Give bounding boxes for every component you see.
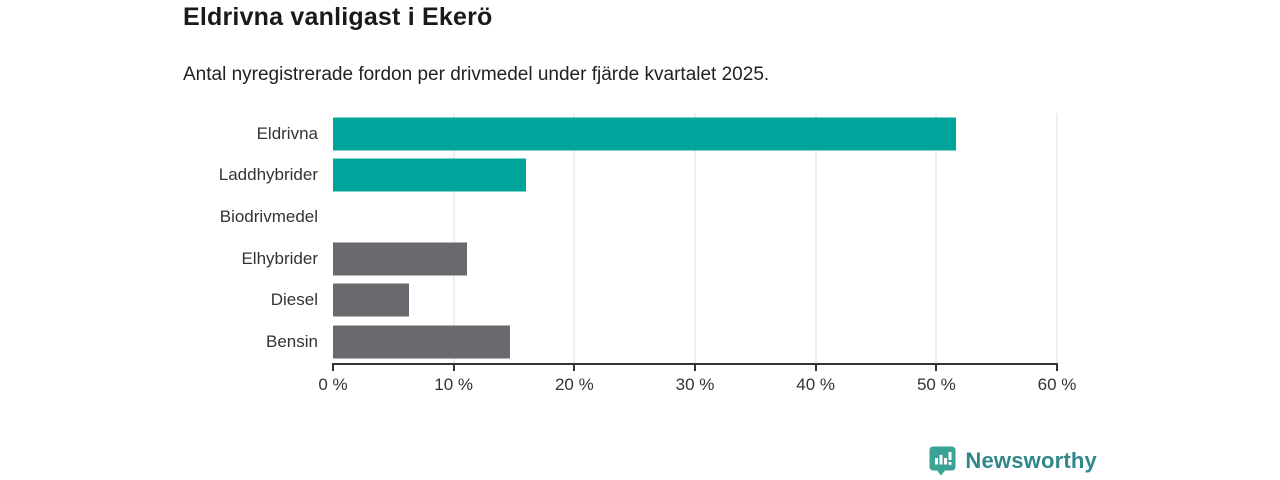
gridline [453, 113, 455, 363]
category-label: Elhybrider [241, 248, 318, 268]
gridlines [333, 113, 1058, 363]
bar-row: Elhybrider [241, 238, 1057, 280]
bar-chart: Eldrivna Laddhybrider Biodrivmedel Elhybrid… [219, 113, 1076, 394]
x-axis: 0 % 10 % 20 % 30 % 40 % 50 % 60 % [318, 113, 1076, 394]
tick-mark [694, 363, 696, 371]
bar-eldrivna [333, 117, 956, 151]
tick-label: 40 % [796, 375, 836, 394]
newsworthy-brand: Newsworthy [929, 446, 1097, 476]
tick-mark [573, 363, 576, 371]
tick-mark [814, 363, 817, 371]
bar-row: Bensin [266, 321, 1057, 363]
category-label: Bensin [266, 332, 318, 352]
brand-name: Newsworthy [965, 448, 1097, 473]
category-label: Eldrivna [256, 123, 318, 143]
gridline [573, 113, 575, 363]
tick-label: 50 % [916, 375, 956, 394]
chart-title: Eldrivna vanligast i Ekerö [183, 3, 493, 31]
bar-chart-speech-bubble-icon [929, 446, 956, 476]
bar-row: Diesel [271, 280, 1057, 322]
gridline [815, 113, 817, 363]
chart-header: Eldrivna vanligast i Ekerö Antal nyregis… [183, 0, 769, 87]
tick-label: 10 % [434, 375, 474, 394]
bar-rows: Eldrivna Laddhybrider Biodrivmedel Elhybrid… [219, 113, 1057, 363]
bar-bensin [333, 325, 511, 359]
chart-subtitle: Antal nyregistrerade fordon per drivmede… [183, 64, 770, 85]
gridline [935, 113, 937, 363]
tick-mark [935, 363, 938, 371]
tick-label: 0 % [318, 375, 348, 394]
gridline [694, 113, 696, 363]
gridline [1056, 113, 1058, 363]
tick-label: 30 % [675, 375, 715, 394]
bar-row: Biodrivmedel [220, 196, 1057, 238]
tick-mark [452, 363, 455, 371]
tick-mark [332, 363, 334, 371]
category-label: Laddhybrider [218, 165, 318, 185]
bar-laddhybrider [333, 158, 527, 192]
bar-row: Eldrivna [257, 113, 1057, 155]
category-label: Diesel [270, 290, 318, 310]
bar-row: Laddhybrider [219, 155, 1057, 197]
bar-diesel [333, 283, 410, 317]
tick-mark [1056, 363, 1058, 371]
bar-elhybrider [333, 242, 467, 276]
category-label: Biodrivmedel [219, 207, 318, 227]
tick-label: 20 % [554, 375, 594, 394]
tick-label: 60 % [1037, 375, 1077, 394]
